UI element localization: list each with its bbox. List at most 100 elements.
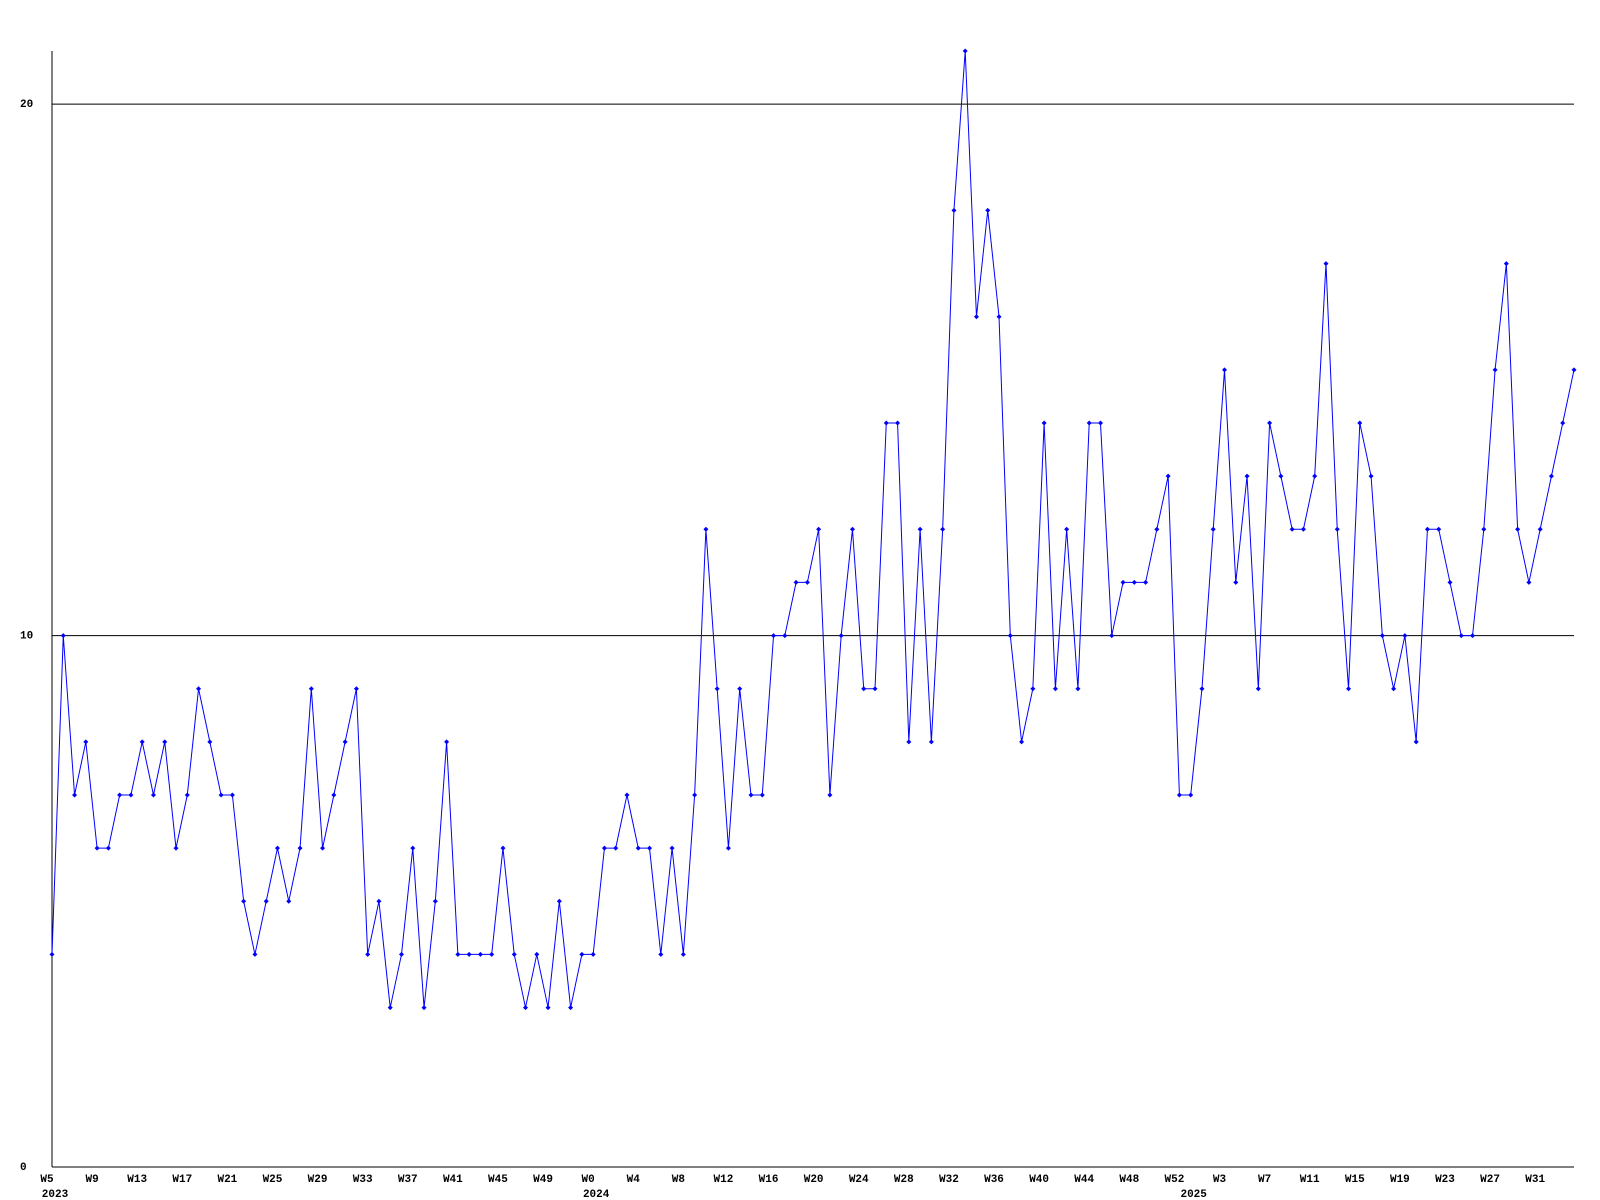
point xyxy=(793,579,799,585)
point xyxy=(365,951,371,957)
point xyxy=(985,207,991,213)
point xyxy=(692,792,698,798)
point xyxy=(703,526,709,532)
point xyxy=(117,792,123,798)
x-tick-label: W20 xyxy=(804,1174,824,1186)
point xyxy=(523,1005,529,1011)
point xyxy=(1064,526,1070,532)
point xyxy=(410,845,416,851)
point xyxy=(1120,579,1126,585)
x-tick-label: W27 xyxy=(1480,1174,1500,1186)
point xyxy=(94,845,100,851)
x-tick-label: W16 xyxy=(759,1174,779,1186)
point xyxy=(466,951,472,957)
point xyxy=(150,792,156,798)
point xyxy=(647,845,653,851)
point xyxy=(455,951,461,957)
x-tick-label: W24 xyxy=(849,1174,869,1186)
point xyxy=(218,792,224,798)
point xyxy=(556,898,562,904)
x-tick-label: W32 xyxy=(939,1174,959,1186)
point xyxy=(1052,686,1058,692)
point xyxy=(816,526,822,532)
point xyxy=(658,951,664,957)
point xyxy=(105,845,111,851)
point xyxy=(1233,579,1239,585)
x-tick-label: W3 xyxy=(1213,1174,1227,1186)
point xyxy=(1470,633,1476,639)
point xyxy=(940,526,946,532)
x-tick-label: W48 xyxy=(1119,1174,1139,1186)
point xyxy=(872,686,878,692)
point xyxy=(1571,367,1577,373)
point xyxy=(1188,792,1194,798)
point xyxy=(489,951,495,957)
point xyxy=(883,420,889,426)
point xyxy=(861,686,867,692)
x-tick-label: W21 xyxy=(217,1174,237,1186)
x-tick-label: W41 xyxy=(443,1174,463,1186)
point xyxy=(928,739,934,745)
x-tick-label: W33 xyxy=(353,1174,373,1186)
point xyxy=(139,739,145,745)
x-tick-label: W7 xyxy=(1258,1174,1271,1186)
point xyxy=(263,898,269,904)
point xyxy=(1289,526,1295,532)
x-tick-label: W17 xyxy=(172,1174,192,1186)
point xyxy=(849,526,855,532)
point xyxy=(1447,579,1453,585)
x-tick-label: W31 xyxy=(1525,1174,1545,1186)
point xyxy=(714,686,720,692)
point xyxy=(331,792,337,798)
point xyxy=(1346,686,1352,692)
point xyxy=(827,792,833,798)
x-tick-label: W8 xyxy=(672,1174,686,1186)
point xyxy=(1300,526,1306,532)
point xyxy=(782,633,788,639)
point xyxy=(184,792,190,798)
x-tick-label: W44 xyxy=(1074,1174,1094,1186)
point xyxy=(1131,579,1137,585)
point xyxy=(1041,420,1047,426)
point xyxy=(613,845,619,851)
point xyxy=(669,845,675,851)
point xyxy=(1255,686,1261,692)
x-tick-label: W15 xyxy=(1345,1174,1365,1186)
x-tick-label: W25 xyxy=(263,1174,283,1186)
point xyxy=(173,845,179,851)
point xyxy=(444,739,450,745)
point xyxy=(252,951,258,957)
point xyxy=(568,1005,574,1011)
point xyxy=(1007,633,1013,639)
point xyxy=(1560,420,1566,426)
point xyxy=(477,951,483,957)
point xyxy=(1368,473,1374,479)
point xyxy=(162,739,168,745)
point xyxy=(1222,367,1228,373)
x-tick-label: W36 xyxy=(984,1174,1004,1186)
point xyxy=(748,792,754,798)
point xyxy=(1154,526,1160,532)
point xyxy=(308,686,314,692)
point xyxy=(838,633,844,639)
point xyxy=(49,951,55,957)
point xyxy=(1458,633,1464,639)
point xyxy=(297,845,303,851)
x-tick-label: W45 xyxy=(488,1174,508,1186)
point xyxy=(534,951,540,957)
point xyxy=(996,314,1002,320)
x-tick-label: W0 xyxy=(582,1174,595,1186)
point xyxy=(1143,579,1149,585)
point xyxy=(1176,792,1182,798)
point xyxy=(421,1005,427,1011)
x-tick-label: W13 xyxy=(127,1174,147,1186)
point xyxy=(895,420,901,426)
x-tick-label: W52 xyxy=(1165,1174,1185,1186)
point xyxy=(1492,367,1498,373)
point xyxy=(951,207,957,213)
point xyxy=(1019,739,1025,745)
point xyxy=(1526,579,1532,585)
point xyxy=(286,898,292,904)
point xyxy=(196,686,202,692)
